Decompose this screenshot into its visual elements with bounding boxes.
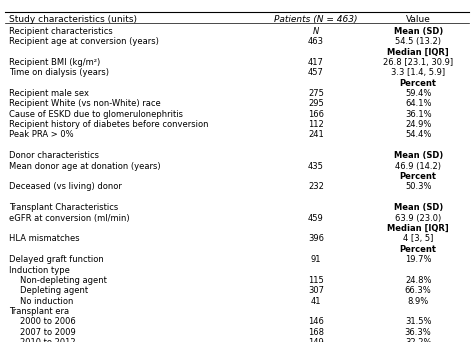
Text: 31.5%: 31.5% (405, 317, 431, 327)
Text: 19.7%: 19.7% (405, 255, 431, 264)
Text: N: N (313, 27, 319, 36)
Text: 91: 91 (311, 255, 321, 264)
Text: Recipient BMI (kg/m²): Recipient BMI (kg/m²) (9, 58, 100, 67)
Text: Recipient White (vs non-White) race: Recipient White (vs non-White) race (9, 99, 161, 108)
Text: 232: 232 (308, 182, 324, 192)
Text: Recipient age at conversion (years): Recipient age at conversion (years) (9, 37, 159, 46)
Text: 4 [3, 5]: 4 [3, 5] (403, 234, 433, 244)
Text: 2000 to 2006: 2000 to 2006 (19, 317, 75, 327)
Text: Mean donor age at donation (years): Mean donor age at donation (years) (9, 162, 161, 171)
Text: 396: 396 (308, 234, 324, 244)
Text: 24.9%: 24.9% (405, 120, 431, 129)
Text: 3.3 [1.4, 5.9]: 3.3 [1.4, 5.9] (391, 68, 445, 77)
Text: 26.8 [23.1, 30.9]: 26.8 [23.1, 30.9] (383, 58, 453, 67)
Text: 463: 463 (308, 37, 324, 46)
Text: 166: 166 (308, 110, 324, 119)
Text: 457: 457 (308, 68, 324, 77)
Text: 459: 459 (308, 214, 324, 223)
Text: 295: 295 (308, 99, 324, 108)
Text: 241: 241 (308, 131, 324, 140)
Text: Median [IQR]: Median [IQR] (387, 224, 449, 233)
Text: Value: Value (406, 15, 430, 24)
Text: 275: 275 (308, 89, 324, 98)
Text: 59.4%: 59.4% (405, 89, 431, 98)
Text: Recipient characteristics: Recipient characteristics (9, 27, 113, 36)
Text: 46.9 (14.2): 46.9 (14.2) (395, 162, 441, 171)
Text: 146: 146 (308, 317, 324, 327)
Text: Study characteristics (units): Study characteristics (units) (9, 15, 137, 24)
Text: Mean (SD): Mean (SD) (393, 27, 443, 36)
Text: 36.1%: 36.1% (405, 110, 431, 119)
Text: Induction type: Induction type (9, 265, 70, 275)
Text: 417: 417 (308, 58, 324, 67)
Text: Donor characteristics: Donor characteristics (9, 151, 100, 160)
Text: 2007 to 2009: 2007 to 2009 (19, 328, 75, 337)
Text: Delayed graft function: Delayed graft function (9, 255, 104, 264)
Text: 2010 to 2012: 2010 to 2012 (19, 338, 75, 342)
Text: Depleting agent: Depleting agent (19, 286, 88, 295)
Text: 41: 41 (311, 297, 321, 306)
Text: 63.9 (23.0): 63.9 (23.0) (395, 214, 441, 223)
Text: Mean (SD): Mean (SD) (393, 151, 443, 160)
Text: Median [IQR]: Median [IQR] (387, 47, 449, 56)
Text: Transplant Characteristics: Transplant Characteristics (9, 203, 119, 212)
Text: 54.4%: 54.4% (405, 131, 431, 140)
Text: 32.2%: 32.2% (405, 338, 431, 342)
Text: 8.9%: 8.9% (408, 297, 429, 306)
Text: 66.3%: 66.3% (405, 286, 431, 295)
Text: 36.3%: 36.3% (405, 328, 431, 337)
Text: Percent: Percent (400, 245, 437, 254)
Text: Mean (SD): Mean (SD) (393, 203, 443, 212)
Text: 50.3%: 50.3% (405, 182, 431, 192)
Text: 435: 435 (308, 162, 324, 171)
Text: Recipient history of diabetes before conversion: Recipient history of diabetes before con… (9, 120, 209, 129)
Text: 115: 115 (308, 276, 324, 285)
Text: Time on dialysis (years): Time on dialysis (years) (9, 68, 109, 77)
Text: HLA mismatches: HLA mismatches (9, 234, 80, 244)
Text: 24.8%: 24.8% (405, 276, 431, 285)
Text: No induction: No induction (19, 297, 73, 306)
Text: Deceased (vs living) donor: Deceased (vs living) donor (9, 182, 122, 192)
Text: Percent: Percent (400, 79, 437, 88)
Text: Non-depleting agent: Non-depleting agent (19, 276, 107, 285)
Text: Cause of ESKD due to glomerulonephritis: Cause of ESKD due to glomerulonephritis (9, 110, 183, 119)
Text: 64.1%: 64.1% (405, 99, 431, 108)
Text: 112: 112 (308, 120, 324, 129)
Text: eGFR at conversion (ml/min): eGFR at conversion (ml/min) (9, 214, 130, 223)
Text: 54.5 (13.2): 54.5 (13.2) (395, 37, 441, 46)
Text: Peak PRA > 0%: Peak PRA > 0% (9, 131, 74, 140)
Text: Patients (N = 463): Patients (N = 463) (274, 15, 358, 24)
Text: Percent: Percent (400, 172, 437, 181)
Text: 168: 168 (308, 328, 324, 337)
Text: Transplant era: Transplant era (9, 307, 70, 316)
Text: 149: 149 (308, 338, 324, 342)
Text: 307: 307 (308, 286, 324, 295)
Text: Recipient male sex: Recipient male sex (9, 89, 90, 98)
